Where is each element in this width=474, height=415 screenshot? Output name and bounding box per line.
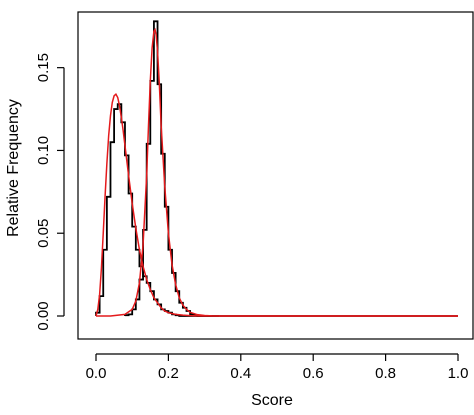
x-axis-title: Score (251, 392, 293, 409)
y-tick-label: 0.00 (35, 301, 52, 330)
x-tick-label: 1.0 (448, 365, 469, 382)
y-axis-title: Relative Frequency (5, 99, 22, 237)
x-tick-label: 0.4 (230, 365, 251, 382)
x-axis: 0.0 0.2 0.4 0.6 0.8 1.0 (86, 353, 469, 382)
plot-frame (77, 11, 474, 340)
fit-curve-series-4 (96, 27, 458, 317)
x-tick-label: 0.6 (303, 365, 324, 382)
y-tick-label: 0.05 (35, 219, 52, 248)
y-axis: 0.00 0.05 0.10 0.15 (35, 53, 65, 331)
x-tick-label: 0.2 (158, 365, 179, 382)
y-tick-label: 0.10 (35, 136, 52, 165)
x-tick-label: 0.0 (86, 365, 107, 382)
x-tick-label: 0.8 (375, 365, 396, 382)
histogram-series-2 (124, 20, 220, 317)
y-tick-label: 0.15 (35, 53, 52, 82)
plot-box (77, 11, 474, 340)
series-layer (95, 20, 458, 317)
